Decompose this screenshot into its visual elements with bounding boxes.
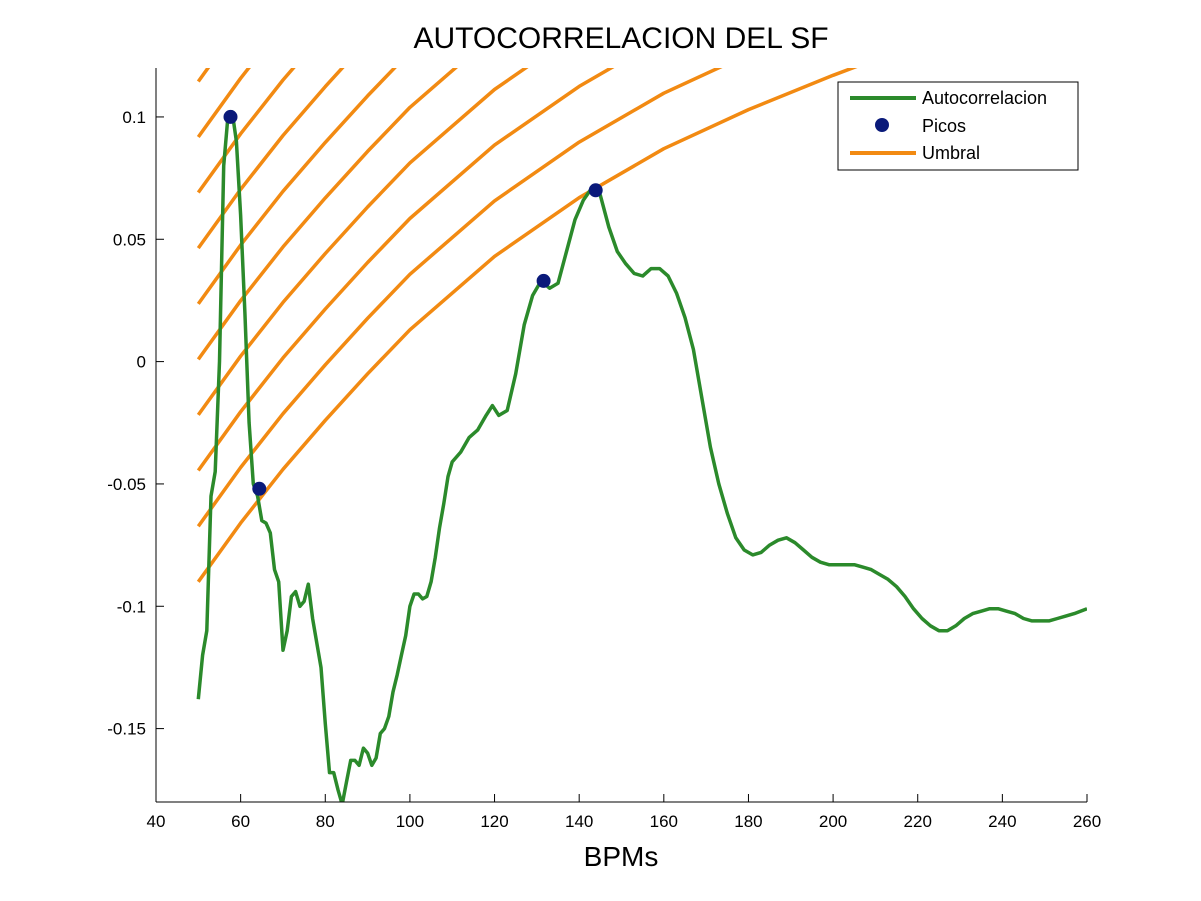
y-tick-label: -0.05 — [107, 475, 146, 494]
threshold-curve-6 — [196, 68, 397, 305]
legend-swatch-picos — [875, 118, 889, 132]
legend-label-umbral: Umbral — [922, 143, 980, 163]
y-tick-label: 0.1 — [122, 108, 146, 127]
peak-point — [536, 273, 551, 288]
x-tick-label: 220 — [904, 812, 932, 831]
autocorrelation-line-group — [196, 110, 1087, 802]
threshold-curve-2 — [196, 68, 723, 528]
peak-point — [588, 183, 603, 198]
y-tick-label: -0.15 — [107, 720, 146, 739]
x-tick-label: 40 — [147, 812, 166, 831]
x-tick-label: 260 — [1073, 812, 1101, 831]
y-tick-label: 0 — [137, 353, 146, 372]
x-tick-label: 100 — [396, 812, 424, 831]
chart-title: AUTOCORRELACION DEL SF — [413, 22, 828, 55]
x-tick-label: 200 — [819, 812, 847, 831]
threshold-curves — [196, 68, 858, 583]
autocorrelation-line — [196, 110, 1087, 802]
peak-markers — [223, 109, 603, 496]
x-axis-ticks: 40 60 80 100 120 140 160 180 200 220 240 260 — [147, 794, 1101, 831]
threshold-curve-3 — [196, 68, 615, 472]
legend-label-autocorrelacion: Autocorrelacion — [922, 88, 1047, 108]
x-tick-label: 240 — [988, 812, 1016, 831]
x-tick-label: 80 — [316, 812, 335, 831]
x-tick-label: 180 — [734, 812, 762, 831]
x-tick-label: 120 — [480, 812, 508, 831]
x-axis-label: BPMs — [584, 841, 659, 872]
legend: Autocorrelacion Picos Umbral — [837, 81, 1079, 171]
y-tick-label: 0.05 — [113, 230, 146, 249]
threshold-curve-1 — [196, 68, 858, 583]
threshold-curve-4 — [196, 68, 529, 416]
x-tick-label: 160 — [650, 812, 678, 831]
threshold-curve-5 — [196, 68, 458, 361]
threshold-curve-8 — [196, 68, 296, 194]
legend-label-picos: Picos — [922, 116, 966, 136]
threshold-curve-7 — [196, 68, 345, 250]
x-tick-label: 140 — [565, 812, 593, 831]
x-tick-label: 60 — [231, 812, 250, 831]
y-axis-ticks: 0.1 0.05 0 -0.05 -0.1 -0.15 — [107, 108, 164, 739]
peak-point — [252, 481, 267, 496]
peak-point — [223, 109, 238, 124]
y-tick-label: -0.1 — [117, 597, 146, 616]
